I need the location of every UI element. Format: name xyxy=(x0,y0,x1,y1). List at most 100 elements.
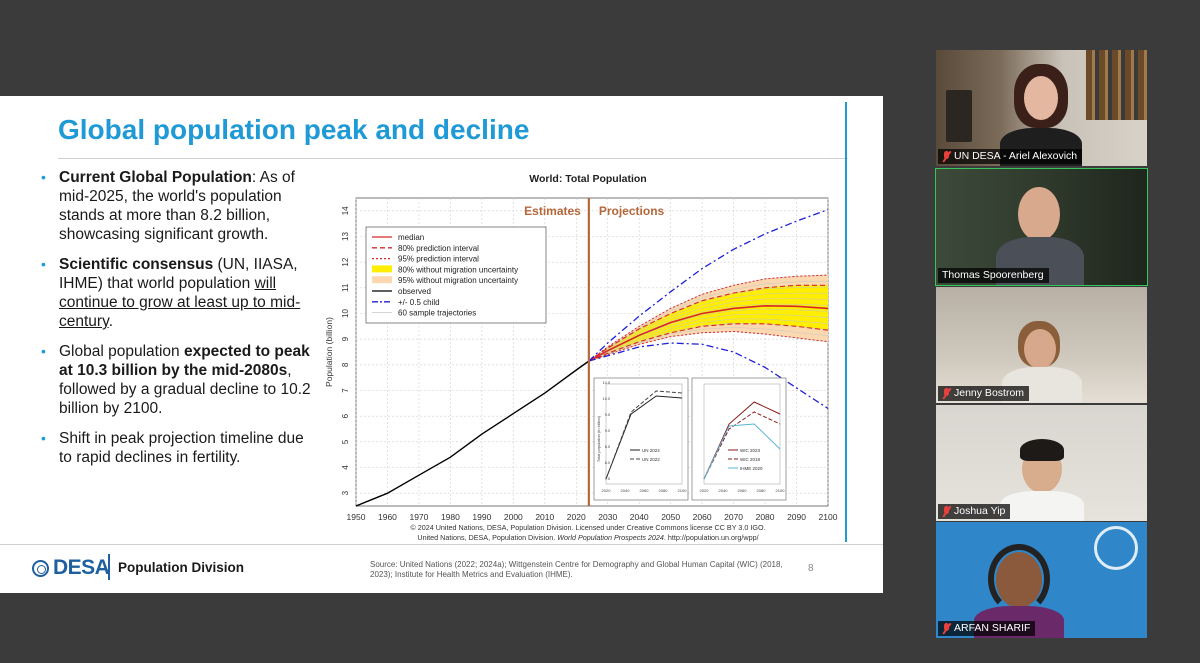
population-chart-svg: World: Total Population 1950 1960 1970 1980 1… xyxy=(324,173,838,542)
bullet-bold: Current Global Population xyxy=(59,169,252,186)
inset-x-tick-label: 2080 xyxy=(757,488,767,493)
mic-off-icon xyxy=(942,151,951,162)
x-tick-label: 2080 xyxy=(756,512,775,522)
y-tick-label: 3 xyxy=(341,490,350,495)
y-tick-label: 9 xyxy=(341,336,350,341)
person-body xyxy=(1000,491,1084,521)
participant-name-tag: Thomas Spoorenberg xyxy=(938,268,1049,283)
bullet-dot-icon: • xyxy=(41,430,46,446)
x-tick-label: 1970 xyxy=(409,512,428,522)
slide-title: Global population peak and decline xyxy=(58,114,530,145)
bullet-dot-icon: • xyxy=(41,256,46,272)
y-tick-label: 13 xyxy=(341,232,350,241)
inset-legend-label: WIC 2023 xyxy=(740,448,761,453)
bullet-tail: . xyxy=(108,313,113,330)
y-tick-label: 11 xyxy=(341,283,350,292)
inset-x-tick-label: 2100 xyxy=(678,488,688,493)
participant-name: ARFAN SHARIF xyxy=(954,622,1031,634)
bullet-item: • Global population expected to peak at … xyxy=(38,342,318,418)
un-emblem-icon xyxy=(1094,526,1138,570)
person-face xyxy=(1024,76,1058,120)
inset-x-tick-label: 2060 xyxy=(738,488,748,493)
bullet-item: • Scientific consensus (UN, IIASA, IHME)… xyxy=(38,255,318,331)
bullet-bold: expected to peak at 10.3 billion by the … xyxy=(59,343,310,379)
participant-tile-joshua[interactable]: Joshua Yip xyxy=(936,405,1147,521)
legend-label: 80% prediction interval xyxy=(398,244,479,253)
chart-credit-line: United Nations, DESA, Population Divisio… xyxy=(417,533,758,542)
participant-name-tag: Joshua Yip xyxy=(938,504,1011,519)
x-tick-label: 2060 xyxy=(693,512,712,522)
bookshelf-shape xyxy=(1086,50,1147,120)
participant-name: Joshua Yip xyxy=(954,505,1006,517)
inset-panel xyxy=(593,377,689,501)
legend-label: 80% without migration uncertainty xyxy=(398,265,518,274)
interval-80-upper xyxy=(588,284,828,362)
projections-label: Projections xyxy=(599,204,665,218)
sample-trajectory xyxy=(588,313,829,362)
estimates-label: Estimates xyxy=(524,204,581,218)
shared-slide: Global population peak and decline • Cur… xyxy=(0,96,883,593)
plus-half-child-line xyxy=(588,208,829,362)
interval-80-lower xyxy=(588,323,829,362)
y-tick-label: 8 xyxy=(341,362,350,367)
bullet-bold: Scientific consensus xyxy=(59,256,214,273)
participant-name: Thomas Spoorenberg xyxy=(942,269,1044,281)
participant-tile-arfan[interactable]: ARFAN SHARIF xyxy=(936,522,1147,638)
inset-x-tick-label: 2100 xyxy=(776,488,786,493)
y-tick-label: 10 xyxy=(341,309,350,318)
chart-credit-line: © 2024 United Nations, DESA, Population … xyxy=(410,523,765,532)
inset-legend-label: UN 2022 xyxy=(642,457,660,462)
inset-y-axis-label: Total population (in billion) xyxy=(596,415,601,462)
inset-series-line xyxy=(605,395,683,480)
headphones-icon xyxy=(988,544,1050,614)
person-face xyxy=(1018,187,1060,241)
legend-swatch xyxy=(372,276,392,284)
inset-series-line xyxy=(605,390,683,480)
x-tick-label: 2090 xyxy=(787,512,806,522)
x-tick-label: 2100 xyxy=(819,512,838,522)
page-number: 8 xyxy=(808,563,814,574)
legend-box xyxy=(365,226,547,324)
division-label: Population Division xyxy=(118,560,245,575)
inset-panel xyxy=(691,377,787,501)
legend-label: 95% prediction interval xyxy=(398,255,479,264)
inset-x-tick-label: 2040 xyxy=(719,488,729,493)
inset-y-tick-label: 9.0 xyxy=(605,429,610,433)
bullet-dot-icon: • xyxy=(41,169,46,185)
inset-y-tick-label: 9.5 xyxy=(605,413,610,417)
bullet-list: • Current Global Population: As of mid-2… xyxy=(38,168,318,478)
x-tick-label: 2040 xyxy=(630,512,649,522)
x-tick-label: 2000 xyxy=(504,512,523,522)
x-tick-label: 2020 xyxy=(567,512,586,522)
lamp-shape xyxy=(946,90,972,142)
mic-off-icon xyxy=(942,388,951,399)
inset-legend-label: WIC 2018 xyxy=(740,457,761,462)
participant-tile-thomas[interactable]: Thomas Spoorenberg xyxy=(935,168,1148,286)
participant-tile-ariel[interactable]: UN DESA - Ariel Alexovich xyxy=(936,50,1147,166)
inset-y-tick-label: 8.5 xyxy=(605,445,610,449)
x-tick-label: 2010 xyxy=(535,512,554,522)
mic-off-icon xyxy=(942,623,951,634)
sample-trajectory xyxy=(588,318,829,362)
participant-name-tag: ARFAN SHARIF xyxy=(938,621,1036,636)
inset-x-tick-label: 2060 xyxy=(640,488,650,493)
x-tick-label: 1950 xyxy=(347,512,366,522)
inset-plot-frame xyxy=(605,383,683,485)
x-tick-label: 2070 xyxy=(724,512,743,522)
inset-series-line xyxy=(703,423,781,480)
x-tick-label: 1960 xyxy=(378,512,397,522)
y-tick-label: 12 xyxy=(341,257,350,266)
sample-trajectory xyxy=(588,298,829,362)
bullet-text: (UN, IIASA, IHME) that world population xyxy=(59,256,298,292)
bullet-text: : As of mid-2025, the world's population… xyxy=(59,169,295,243)
median-line xyxy=(588,304,829,362)
bullet-item: • Shift in peak projection timeline due … xyxy=(38,429,318,467)
participant-name: Jenny Bostrom xyxy=(954,387,1025,399)
bullet-text: Global population xyxy=(59,343,184,360)
sample-trajectory xyxy=(588,292,829,362)
population-chart: World: Total Population 1950 1960 1970 1980 1… xyxy=(318,168,838,548)
chart-title: World: Total Population xyxy=(529,173,646,185)
y-tick-label: 4 xyxy=(341,465,350,470)
y-tick-label: 7 xyxy=(341,388,350,393)
participant-tile-jenny[interactable]: Jenny Bostrom xyxy=(936,287,1147,403)
